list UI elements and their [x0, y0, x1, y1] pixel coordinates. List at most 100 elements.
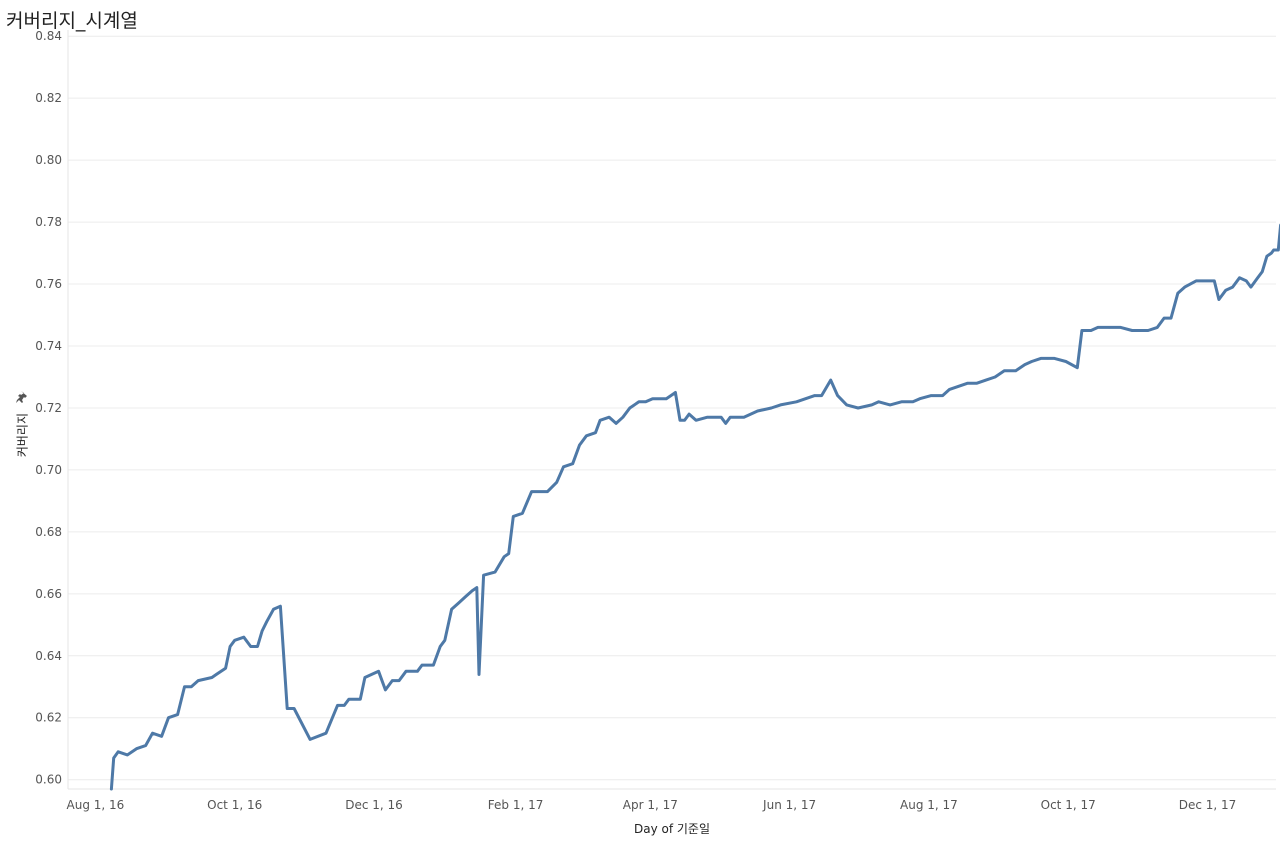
y-tick-label: 0.60 [35, 773, 62, 787]
data-point [1249, 285, 1253, 289]
data-point [1014, 369, 1017, 372]
data-point [614, 422, 618, 425]
data-point [984, 378, 988, 382]
data-point [562, 465, 565, 468]
data-point [948, 388, 951, 391]
data-point [420, 663, 424, 667]
data-point [503, 555, 506, 558]
data-point [1194, 279, 1198, 283]
data-point [190, 685, 193, 688]
data-point [911, 400, 915, 403]
data-point [829, 378, 832, 382]
data-point [457, 601, 460, 605]
data-point [286, 707, 289, 710]
data-point [1089, 329, 1093, 332]
data-point [1003, 369, 1006, 372]
data-point [464, 595, 467, 599]
data-point [1030, 360, 1033, 363]
y-tick-label: 0.68 [35, 525, 62, 539]
data-point [571, 462, 574, 465]
data-point [957, 385, 960, 388]
data-point [856, 406, 860, 410]
data-point [404, 670, 408, 673]
data-point [471, 589, 474, 592]
data-point [384, 688, 387, 692]
data-point [1272, 248, 1275, 252]
data-point [1231, 285, 1234, 289]
data-point [628, 406, 631, 410]
data-point [594, 431, 597, 434]
data-point [112, 756, 115, 760]
data-point [160, 735, 163, 738]
data-point [870, 403, 873, 407]
data-point [621, 416, 625, 419]
data-point [391, 679, 394, 682]
x-tick-label: Oct 1, 16 [207, 798, 262, 812]
data-point [272, 608, 275, 611]
data-point [1183, 285, 1186, 289]
data-point [210, 676, 214, 679]
data-point [1039, 357, 1043, 360]
data-point [292, 707, 296, 710]
data-point [1245, 279, 1248, 283]
data-point [804, 397, 807, 400]
data-point [260, 629, 264, 633]
x-axis-ticks: Aug 1, 16 Oct 1, 16 Dec 1, 16 Feb 1, 17 Apr … [67, 798, 1237, 812]
data-point [507, 552, 510, 555]
data-point [608, 416, 611, 419]
data-point [1064, 360, 1068, 363]
data-point [256, 645, 259, 648]
data-point [228, 645, 232, 648]
data-point [512, 515, 515, 518]
data-point [1270, 251, 1273, 255]
data-point [795, 400, 798, 403]
data-point [719, 416, 723, 419]
data-point [1238, 276, 1241, 279]
data-point [651, 397, 654, 400]
data-point [233, 639, 236, 642]
data-point [1162, 316, 1166, 320]
data-point [135, 747, 138, 750]
data-point [224, 667, 227, 670]
data-point [1130, 329, 1134, 332]
data-point [197, 679, 200, 682]
data-point [493, 570, 497, 574]
data-point [249, 645, 252, 648]
data-point [665, 397, 668, 400]
data-point [475, 586, 478, 589]
data-point [1213, 279, 1216, 283]
data-point [144, 744, 147, 747]
data-point [363, 676, 367, 679]
data-point [265, 620, 268, 623]
data-point [110, 787, 113, 791]
data-point [918, 397, 921, 400]
data-point [151, 732, 154, 735]
data-point [1277, 248, 1280, 252]
data-point [813, 394, 816, 397]
data-point [439, 645, 442, 648]
series-points [110, 224, 1280, 791]
data-point [845, 403, 848, 407]
data-point [416, 670, 419, 673]
data-point [1108, 326, 1111, 329]
data-point [1053, 357, 1056, 360]
data-point [176, 713, 179, 716]
x-tick-label: Jun 1, 17 [762, 798, 816, 812]
data-point [1265, 255, 1269, 258]
x-tick-label: Feb 1, 17 [488, 798, 544, 812]
data-point [1261, 270, 1264, 273]
chart-title: 커버리지_시계열 [6, 10, 138, 32]
data-point [1169, 316, 1173, 320]
data-point [724, 422, 727, 425]
series-line[interactable] [109, 160, 1280, 791]
data-point [117, 750, 120, 753]
pin-icon[interactable] [16, 391, 27, 403]
data-point [482, 574, 485, 577]
x-axis-title: Day of 기준일 [634, 822, 710, 836]
data-point [1224, 289, 1228, 292]
data-point [975, 382, 979, 385]
data-point [1080, 329, 1084, 332]
data-point [585, 434, 588, 437]
data-point [242, 636, 245, 639]
x-tick-label: Oct 1, 17 [1041, 798, 1096, 812]
